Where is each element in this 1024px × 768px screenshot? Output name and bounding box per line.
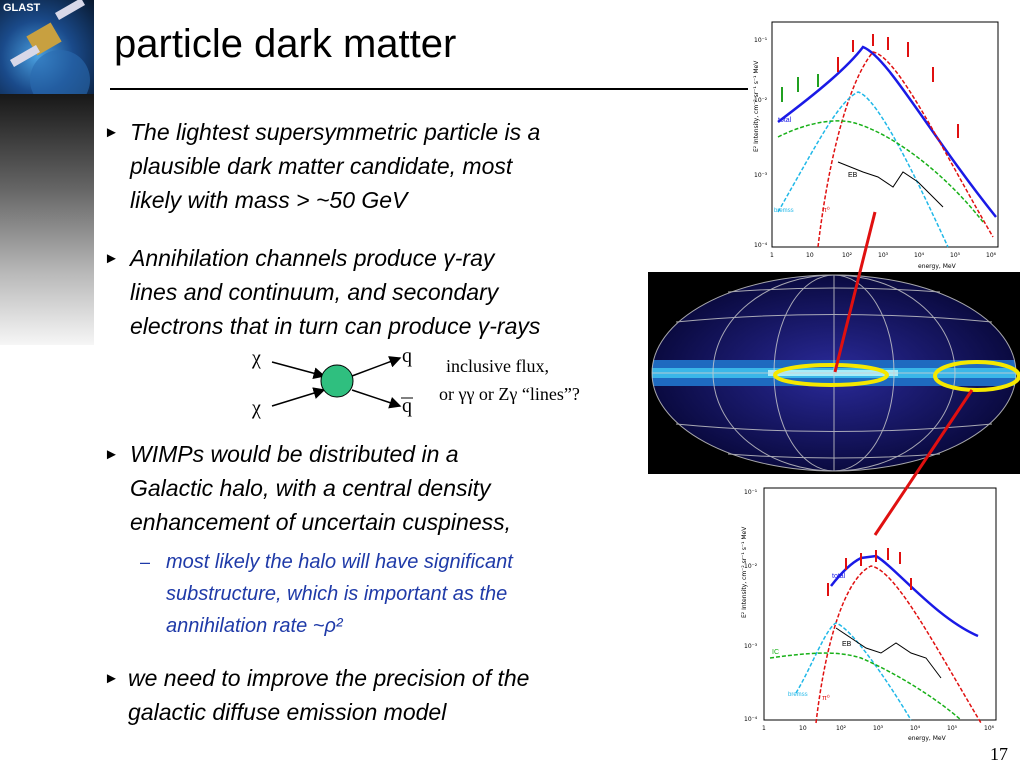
bullet-3-line: enhancement of uncertain cuspiness, bbox=[130, 509, 512, 535]
y-axis-label: E² Intensity, cm⁻² sr⁻¹ s⁻¹ MeV bbox=[741, 526, 748, 618]
pion-curve bbox=[815, 565, 982, 724]
bullet-2-line: lines and continuum, and secondary bbox=[130, 279, 499, 305]
y-tick: 10⁻² bbox=[744, 563, 758, 570]
total-curve bbox=[777, 45, 997, 218]
y-tick: 10⁻⁴ bbox=[754, 242, 768, 249]
bullet-2-line: Annihilation channels produce γ-ray bbox=[130, 245, 495, 271]
label-eb: EB bbox=[848, 172, 858, 179]
galactic-center-highlight bbox=[773, 363, 889, 387]
bremss-curve bbox=[777, 91, 949, 248]
total-curve bbox=[830, 554, 979, 638]
sub-bullet-line: most likely the halo will have significa… bbox=[166, 551, 513, 573]
y-tick: 10⁻³ bbox=[754, 172, 768, 179]
eb-curve bbox=[835, 627, 942, 679]
bullet-1-line: The lightest supersymmetric particle is … bbox=[130, 119, 541, 145]
diagram-note-2: or γγ or Zγ “lines”? bbox=[439, 384, 580, 404]
chi-in-2: χ bbox=[251, 397, 261, 419]
x-axis-label: energy, MeV bbox=[918, 263, 957, 270]
bullet-marker: ► bbox=[104, 446, 119, 463]
page-number: 17 bbox=[990, 744, 1008, 764]
quark-out-2: q bbox=[402, 395, 412, 417]
y-tick: 10⁻⁴ bbox=[744, 716, 758, 723]
x-tick: 1 bbox=[762, 725, 766, 732]
spectrum-plot-top: 10⁻¹ 10⁻² 10⁻³ 10⁻⁴ E² Intensity, cm⁻² s… bbox=[748, 12, 1004, 274]
x-tick: 10⁶ bbox=[986, 252, 997, 259]
eb-curve bbox=[837, 161, 944, 208]
title-divider bbox=[110, 88, 750, 90]
galactic-sky-map bbox=[648, 272, 1020, 474]
x-tick: 10³ bbox=[878, 252, 889, 259]
annihilation-diagram: χ χ q q inclusive flux, or γγ or Zγ “lin… bbox=[251, 345, 580, 419]
x-tick: 10 bbox=[806, 252, 814, 259]
label-total: total bbox=[832, 573, 846, 580]
bullet-marker: ► bbox=[104, 670, 119, 687]
y-tick: 10⁻¹ bbox=[744, 489, 758, 496]
diagram-note-1: inclusive flux, bbox=[446, 356, 549, 376]
x-tick: 10⁴ bbox=[910, 725, 921, 732]
bullet-1: The lightest supersymmetric particle is … bbox=[130, 115, 540, 217]
label-pion: π⁰ bbox=[822, 206, 830, 214]
glast-logo: GLAST bbox=[0, 0, 94, 94]
bremss-curve bbox=[795, 622, 912, 721]
y-tick: 10⁻³ bbox=[744, 643, 758, 650]
label-total: total bbox=[778, 117, 792, 124]
bullet-marker: ► bbox=[104, 124, 119, 141]
chi-in-1: χ bbox=[251, 347, 261, 369]
satellite-icon bbox=[10, 0, 90, 94]
y-tick: 10⁻¹ bbox=[754, 37, 768, 44]
ic-curve bbox=[777, 120, 984, 223]
x-tick: 10² bbox=[836, 725, 847, 732]
bullet-3: WIMPs would be distributed in a Galactic… bbox=[130, 437, 511, 539]
bullet-1-line: likely with mass > ~50 GeV bbox=[130, 187, 408, 213]
bullet-4-line: galactic diffuse emission model bbox=[128, 699, 447, 725]
bullet-4: we need to improve the precision of the … bbox=[128, 661, 529, 729]
bullet-4-line: we need to improve the precision of the bbox=[128, 665, 530, 691]
x-tick: 10 bbox=[799, 725, 807, 732]
bullet-2: Annihilation channels produce γ-ray line… bbox=[130, 241, 540, 343]
bullet-3-line: WIMPs would be distributed in a bbox=[130, 441, 459, 467]
x-tick: 10⁵ bbox=[947, 725, 958, 732]
x-tick: 1 bbox=[770, 252, 774, 259]
sub-bullet-line: annihilation rate ~ρ² bbox=[166, 615, 343, 637]
spectrum-plot-bottom: 10⁻¹ 10⁻² 10⁻³ 10⁻⁴ E² Intensity, cm⁻² s… bbox=[736, 478, 1006, 744]
bullet-3-line: Galactic halo, with a central density bbox=[130, 475, 491, 501]
ic-curve bbox=[769, 652, 962, 721]
pion-curve bbox=[817, 51, 994, 248]
sub-bullet-line: substructure, which is important as the bbox=[166, 583, 508, 605]
label-eb: EB bbox=[842, 641, 852, 648]
sub-bullet-dash: – bbox=[140, 552, 151, 572]
quark-out-1: q bbox=[402, 345, 412, 367]
y-axis-label: E² Intensity, cm⁻² sr⁻¹ s⁻¹ MeV bbox=[753, 60, 760, 152]
label-pion: π⁰ bbox=[822, 694, 830, 702]
sub-bullet: most likely the halo will have significa… bbox=[166, 546, 513, 642]
x-tick: 10⁶ bbox=[984, 725, 995, 732]
x-axis-label: energy, MeV bbox=[908, 735, 947, 742]
label-ic: IC bbox=[772, 649, 779, 656]
x-tick: 10⁵ bbox=[950, 252, 961, 259]
x-tick: 10² bbox=[842, 252, 853, 259]
bullet-marker: ► bbox=[104, 250, 119, 267]
galactic-plane-highlight bbox=[933, 360, 1020, 392]
label-bremss: bremss bbox=[774, 208, 794, 214]
bullet-1-line: plausible dark matter candidate, most bbox=[130, 153, 513, 179]
page-title: particle dark matter bbox=[114, 22, 457, 66]
x-tick: 10³ bbox=[873, 725, 884, 732]
label-bremss: bremss bbox=[788, 692, 808, 698]
logo-text: GLAST bbox=[3, 2, 41, 14]
x-tick: 10⁴ bbox=[914, 252, 925, 259]
bullet-2-line: electrons that in turn can produce γ-ray… bbox=[130, 313, 541, 339]
y-tick: 10⁻² bbox=[754, 97, 768, 104]
